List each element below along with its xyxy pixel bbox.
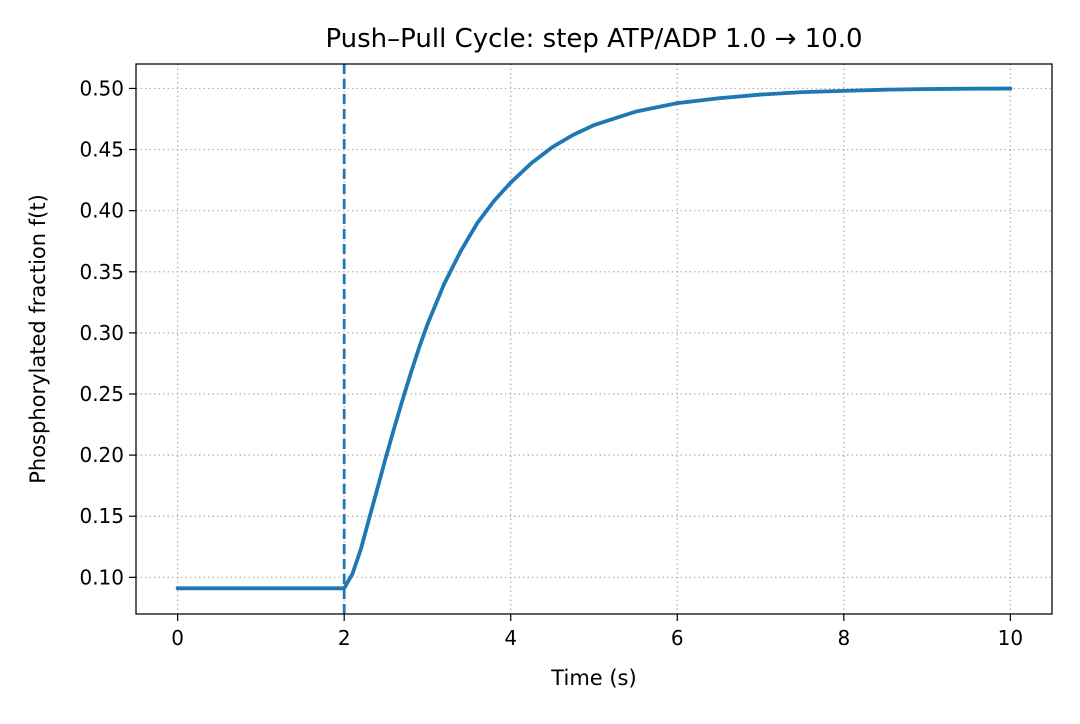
y-tick-label: 0.20 bbox=[79, 443, 124, 467]
x-tick-label: 2 bbox=[338, 626, 351, 650]
x-tick-label: 4 bbox=[504, 626, 517, 650]
phosphorylated-fraction-series-line bbox=[175, 86, 1013, 591]
y-tick-label: 0.45 bbox=[79, 138, 124, 162]
x-tick-label: 6 bbox=[671, 626, 684, 650]
y-tick-label: 0.35 bbox=[79, 260, 124, 284]
plot-frame bbox=[135, 63, 1053, 615]
y-tick-label: 0.50 bbox=[79, 76, 124, 100]
y-axis-label: Phosphorylated fraction f(t) bbox=[26, 194, 50, 484]
y-tick-label: 0.25 bbox=[79, 382, 124, 406]
y-tick-label: 0.15 bbox=[79, 504, 124, 528]
x-axis-label: Time (s) bbox=[550, 666, 636, 690]
data-layer bbox=[175, 64, 1013, 614]
y-tick-label: 0.10 bbox=[79, 565, 124, 589]
x-tick-label: 0 bbox=[171, 626, 184, 650]
x-tick-label: 8 bbox=[837, 626, 850, 650]
x-tick-label: 10 bbox=[998, 626, 1023, 650]
y-axis: 0.10 0.15 0.20 0.25 0.30 0.35 0.40 0.45 0.50 bbox=[79, 76, 136, 589]
y-tick-label: 0.30 bbox=[79, 321, 124, 345]
x-axis: 0 2 4 6 8 10 bbox=[171, 614, 1023, 650]
chart-title: Push–Pull Cycle: step ATP/ADP 1.0 → 10.0 bbox=[325, 24, 862, 54]
y-tick-label: 0.40 bbox=[79, 199, 124, 223]
